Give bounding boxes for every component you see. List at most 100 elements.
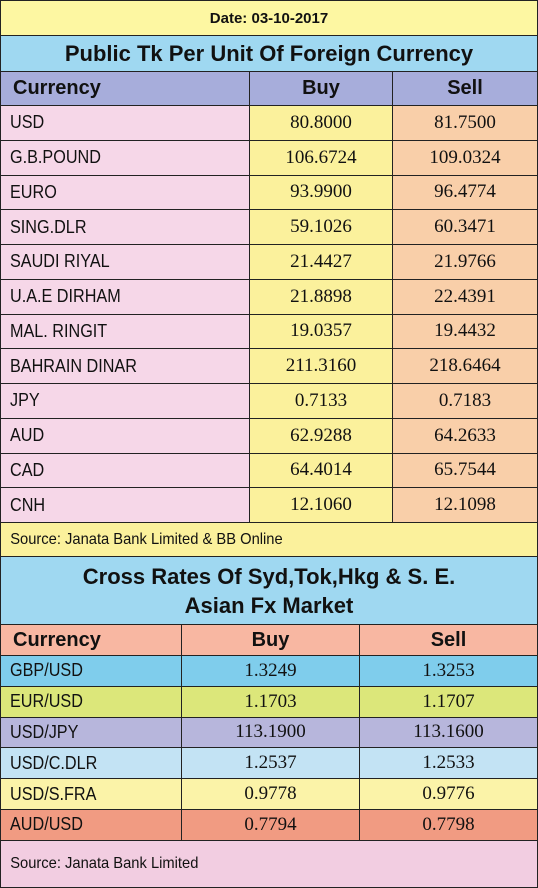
- sell-rate: 64.2633: [392, 418, 537, 454]
- currency-name-text: SING.DLR: [10, 216, 87, 237]
- currency-name-text: AUD: [10, 425, 45, 446]
- buy-rate: 0.7133: [249, 384, 392, 419]
- section1-header-row: Currency Buy Sell: [0, 72, 538, 106]
- currency-name-text: G.B.POUND: [10, 147, 101, 168]
- section1-header-currency: Currency: [1, 72, 249, 106]
- buy-rate-text: 0.7133: [294, 389, 348, 411]
- buy-rate: 211.3160: [249, 349, 392, 384]
- pair-name: USD/C.DLR: [1, 748, 181, 780]
- section1-row: JPY 0.7133 0.7183: [0, 384, 538, 419]
- buy-rate-text: 1.2537: [244, 752, 297, 774]
- date-label: Date: 03-10-2017: [1, 1, 537, 36]
- sell-rate: 1.3253: [359, 656, 537, 687]
- currency-name-text: U.A.E DIRHAM: [10, 286, 121, 307]
- sell-rate: 19.4432: [392, 314, 537, 350]
- section1-row: SAUDI RIYAL 21.4427 21.9766: [0, 245, 538, 280]
- currency-name-text: USD: [10, 112, 45, 133]
- section2-row: USD/C.DLR 1.2537 1.2533: [0, 748, 538, 780]
- currency-name: JPY: [1, 384, 249, 419]
- pair-name: AUD/USD: [1, 810, 181, 841]
- currency-name-text: EURO: [10, 181, 57, 202]
- currency-name: EURO: [1, 175, 249, 211]
- pair-name: USD/JPY: [1, 717, 181, 749]
- buy-rate: 113.1900: [181, 717, 359, 749]
- buy-rate: 93.9900: [249, 175, 392, 211]
- section1-source-row: Source: Janata Bank Limited & BB Online: [0, 523, 538, 557]
- buy-rate: 1.2537: [181, 748, 359, 780]
- sell-rate-text: 65.7544: [434, 459, 496, 481]
- sell-rate-text: 218.6464: [429, 355, 501, 377]
- pair-name: GBP/USD: [1, 656, 181, 687]
- pair-name-text: AUD/USD: [10, 814, 83, 835]
- sell-rate: 0.7798: [359, 810, 537, 841]
- buy-rate-text: 19.0357: [290, 320, 352, 342]
- sell-rate: 65.7544: [392, 453, 537, 489]
- section2-header-row: Currency Buy Sell: [0, 625, 538, 656]
- currency-name: CAD: [1, 453, 249, 489]
- currency-name-text: SAUDI RIYAL: [10, 251, 110, 272]
- sell-rate-text: 1.1707: [422, 690, 475, 712]
- sell-rate: 109.0324: [392, 140, 537, 176]
- pair-name-text: EUR/USD: [10, 691, 83, 712]
- buy-rate-text: 211.3160: [285, 355, 357, 377]
- buy-rate: 106.6724: [249, 140, 392, 176]
- section2-row: USD/JPY 113.1900 113.1600: [0, 717, 538, 749]
- section2-title-line2: Asian Fx Market: [184, 592, 354, 618]
- buy-rate-text: 93.9900: [290, 181, 352, 203]
- section1-header-sell: Sell: [392, 72, 537, 106]
- section2-title: Cross Rates Of Syd,Tok,Hkg & S. E. Asian …: [1, 557, 537, 625]
- section1-title: Public Tk Per Unit Of Foreign Currency: [1, 36, 537, 72]
- pair-name-text: USD/JPY: [10, 721, 79, 742]
- sell-rate: 21.9766: [392, 245, 537, 280]
- section1-source-text: Source: Janata Bank Limited & BB Online: [10, 530, 283, 548]
- buy-rate-text: 0.7794: [244, 813, 297, 835]
- sell-rate: 218.6464: [392, 349, 537, 384]
- section2-source: Source: Janata Bank Limited: [1, 840, 537, 888]
- sell-rate-text: 109.0324: [429, 146, 501, 168]
- sell-rate-text: 1.2533: [422, 752, 475, 774]
- section1-row: USD 80.8000 81.7500: [0, 106, 538, 141]
- buy-rate-text: 62.9288: [290, 424, 352, 446]
- buy-rate-text: 1.1703: [244, 690, 297, 712]
- currency-name: G.B.POUND: [1, 140, 249, 176]
- section2-header-sell-text: Sell: [430, 628, 467, 651]
- buy-rate: 80.8000: [249, 106, 392, 141]
- section1-row: U.A.E DIRHAM 21.8898 22.4391: [0, 279, 538, 315]
- pair-name-text: USD/C.DLR: [10, 752, 98, 773]
- section1-row: EURO 93.9900 96.4774: [0, 175, 538, 211]
- buy-rate: 0.9778: [181, 779, 359, 810]
- section2-header-sell: Sell: [359, 625, 537, 656]
- buy-rate: 59.1026: [249, 210, 392, 245]
- currency-name: U.A.E DIRHAM: [1, 279, 249, 315]
- sell-rate-text: 113.1600: [413, 721, 484, 743]
- buy-rate: 1.1703: [181, 686, 359, 718]
- sell-rate: 0.9776: [359, 779, 537, 810]
- sell-rate: 60.3471: [392, 210, 537, 245]
- buy-rate-text: 64.4014: [290, 459, 352, 481]
- sell-rate-text: 0.7183: [438, 389, 492, 411]
- section1-row: G.B.POUND 106.6724 109.0324: [0, 140, 538, 176]
- section2-source-text: Source: Janata Bank Limited: [10, 854, 199, 872]
- currency-name: SAUDI RIYAL: [1, 245, 249, 280]
- currency-name: MAL. RINGIT: [1, 314, 249, 350]
- currency-name-text: CAD: [10, 459, 45, 480]
- section1-row: CNH 12.1060 12.1098: [0, 488, 538, 523]
- section1-row: MAL. RINGIT 19.0357 19.4432: [0, 314, 538, 350]
- buy-rate-text: 21.4427: [290, 250, 352, 272]
- sell-rate-text: 96.4774: [434, 181, 496, 203]
- section2-title-line1: Cross Rates Of Syd,Tok,Hkg & S. E.: [82, 563, 456, 589]
- section2-header-currency-text: Currency: [13, 628, 101, 651]
- section1-source: Source: Janata Bank Limited & BB Online: [1, 523, 537, 557]
- section1-row: SING.DLR 59.1026 60.3471: [0, 210, 538, 245]
- section1-header-currency-text: Currency: [13, 77, 101, 99]
- sell-rate-text: 12.1098: [434, 494, 496, 516]
- sell-rate: 22.4391: [392, 279, 537, 315]
- section1-row: BAHRAIN DINAR 211.3160 218.6464: [0, 349, 538, 384]
- sell-rate-text: 81.7500: [434, 111, 496, 133]
- sell-rate: 1.2533: [359, 748, 537, 780]
- section1-title-bar: Public Tk Per Unit Of Foreign Currency: [0, 36, 538, 72]
- buy-rate: 0.7794: [181, 810, 359, 841]
- section2-row: USD/S.FRA 0.9778 0.9776: [0, 779, 538, 810]
- sell-rate-text: 0.9776: [422, 783, 475, 805]
- section1-row: AUD 62.9288 64.2633: [0, 418, 538, 454]
